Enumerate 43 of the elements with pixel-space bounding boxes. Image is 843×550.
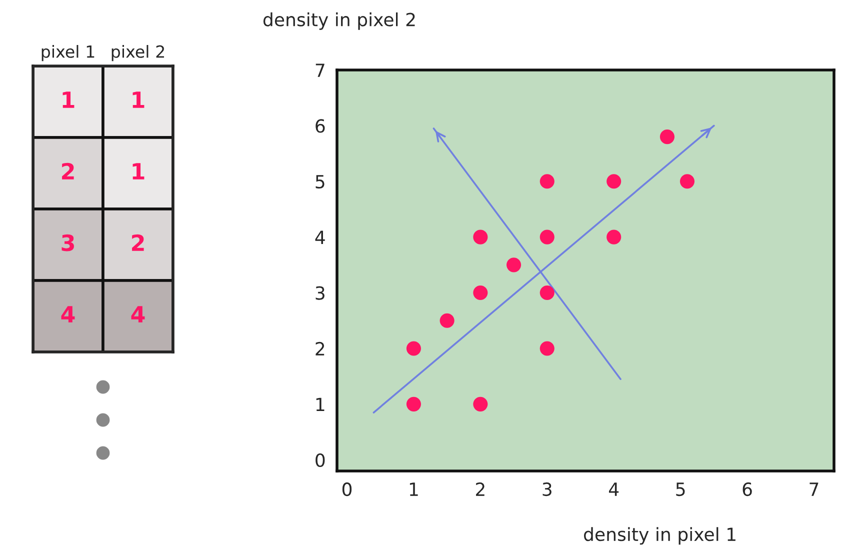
x-tick-label: 3	[542, 482, 552, 496]
y-tick-label: 4	[315, 230, 325, 244]
x-tick-label: pixel 2	[112, 45, 164, 62]
point	[540, 230, 554, 244]
x-tick-label: 1	[410, 482, 418, 496]
point	[406, 341, 421, 356]
x-axis-title: density in pixel 1	[584, 527, 736, 545]
y-tick-label: 5	[316, 175, 324, 189]
x-tick-label: 2	[476, 482, 484, 496]
x-tick-label: 5	[676, 482, 685, 496]
y-tick-label: 1	[316, 398, 324, 412]
y-axis-title: density in pixel 2	[263, 12, 415, 30]
x-tick-label: 7	[810, 482, 818, 496]
point	[506, 258, 522, 272]
data-label: 1	[132, 163, 144, 180]
data-label: 4	[61, 306, 75, 322]
data-label: 3	[62, 234, 74, 252]
y-tick-label: 2	[316, 342, 324, 356]
x-tick-label: 0	[342, 482, 352, 496]
y-tick-label: 7	[316, 64, 324, 77]
point	[606, 174, 622, 189]
point	[680, 174, 695, 189]
point	[606, 230, 622, 244]
point	[540, 341, 554, 356]
y-tick-label: 6	[316, 119, 325, 133]
point	[440, 313, 454, 328]
x-tick-label: pixel 1	[42, 45, 94, 62]
data-label: 2	[132, 234, 144, 251]
x-tick-label: 6	[742, 482, 752, 496]
y-tick-label: 0	[316, 453, 325, 467]
point	[473, 396, 488, 412]
data-label: 2	[62, 162, 74, 180]
point	[473, 285, 488, 300]
data-label: 4	[131, 306, 145, 322]
point	[660, 130, 675, 144]
point	[540, 285, 554, 300]
data-label: 1	[132, 92, 144, 108]
data-label: 1	[62, 92, 74, 108]
x-tick-label: 4	[608, 482, 619, 496]
y-tick-label: 3	[316, 286, 324, 300]
point	[406, 396, 421, 412]
point	[540, 174, 554, 189]
point	[473, 230, 488, 244]
